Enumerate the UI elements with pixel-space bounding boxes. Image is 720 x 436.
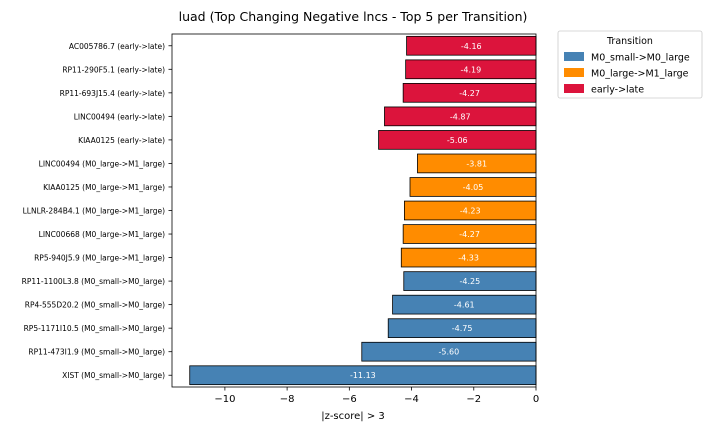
bar-value-label: -5.06 bbox=[447, 136, 468, 145]
bar-value-label: -4.27 bbox=[459, 230, 480, 239]
legend-frame bbox=[557, 30, 703, 99]
legend-title: Transition bbox=[606, 36, 653, 47]
bar-value-label: -4.05 bbox=[463, 183, 484, 192]
y-tick-label: LINC00494 (early->late) bbox=[74, 112, 165, 121]
y-tick-label: KIAA0125 (early->late) bbox=[78, 136, 165, 145]
legend: Transition M0_small->M0_large M0_large->M1… bbox=[557, 30, 703, 99]
chart-title: luad (Top Changing Negative lncs - Top 5… bbox=[179, 9, 528, 24]
bar-value-label: -4.75 bbox=[452, 324, 473, 333]
bar-value-label: -11.13 bbox=[350, 371, 376, 380]
bar-value-label: -4.87 bbox=[450, 112, 471, 121]
plot-area: -4.16 AC005786.7 (early->late) -4.19 RP11-2… bbox=[22, 33, 539, 405]
legend-swatch bbox=[564, 52, 584, 61]
x-tick-label: 0 bbox=[533, 394, 539, 405]
x-tick-label: −8 bbox=[280, 394, 295, 405]
legend-entry-label: M0_small->M0_large bbox=[591, 53, 690, 64]
x-axis-label: |z-score| > 3 bbox=[321, 411, 385, 422]
x-tick-label: −6 bbox=[342, 394, 357, 405]
y-tick-label: LLNLR-284B4.1 (M0_large->M1_large) bbox=[23, 207, 165, 216]
legend-entry-label: early->late bbox=[591, 85, 644, 96]
x-tick-label: −2 bbox=[466, 394, 481, 405]
bar-value-label: -3.81 bbox=[466, 159, 487, 168]
bar-value-label: -4.23 bbox=[460, 207, 481, 216]
y-tick-label: RP5-1171I10.5 (M0_small->M0_large) bbox=[24, 324, 165, 333]
y-tick-label: RP11-1100L3.8 (M0_small->M0_large) bbox=[22, 277, 165, 286]
y-tick-label: LINC00668 (M0_large->M1_large) bbox=[39, 230, 165, 239]
y-tick-label: RP11-290F5.1 (early->late) bbox=[62, 65, 165, 74]
legend-swatch bbox=[564, 84, 584, 93]
y-tick-label: XIST (M0_small->M0_large) bbox=[62, 371, 165, 380]
bar-value-label: -4.25 bbox=[460, 277, 481, 286]
bar-value-label: -4.16 bbox=[461, 42, 482, 51]
bar-value-label: -4.19 bbox=[460, 65, 481, 74]
y-tick-label: RP5-940J5.9 (M0_large->M1_large) bbox=[34, 254, 165, 263]
y-tick-label: RP4-555D20.2 (M0_small->M0_large) bbox=[25, 301, 165, 310]
legend-entry-label: M0_large->M1_large bbox=[591, 69, 689, 80]
legend-swatch bbox=[564, 68, 584, 77]
bar-value-label: -4.27 bbox=[459, 89, 480, 98]
bar-value-label: -5.60 bbox=[439, 348, 460, 357]
y-tick-label: LINC00494 (M0_large->M1_large) bbox=[39, 159, 165, 168]
plot-frame bbox=[171, 33, 537, 388]
y-tick-label: AC005786.7 (early->late) bbox=[69, 42, 165, 51]
y-tick-label: KIAA0125 (M0_large->M1_large) bbox=[43, 183, 165, 192]
y-tick-label: RP11-693J15.4 (early->late) bbox=[60, 89, 165, 98]
x-tick-label: −10 bbox=[214, 394, 235, 405]
x-tick-label: −4 bbox=[404, 394, 419, 405]
bar-value-label: -4.61 bbox=[454, 301, 475, 310]
bar-value-label: -4.33 bbox=[458, 254, 479, 263]
y-tick-label: RP11-473I1.9 (M0_small->M0_large) bbox=[28, 348, 165, 357]
